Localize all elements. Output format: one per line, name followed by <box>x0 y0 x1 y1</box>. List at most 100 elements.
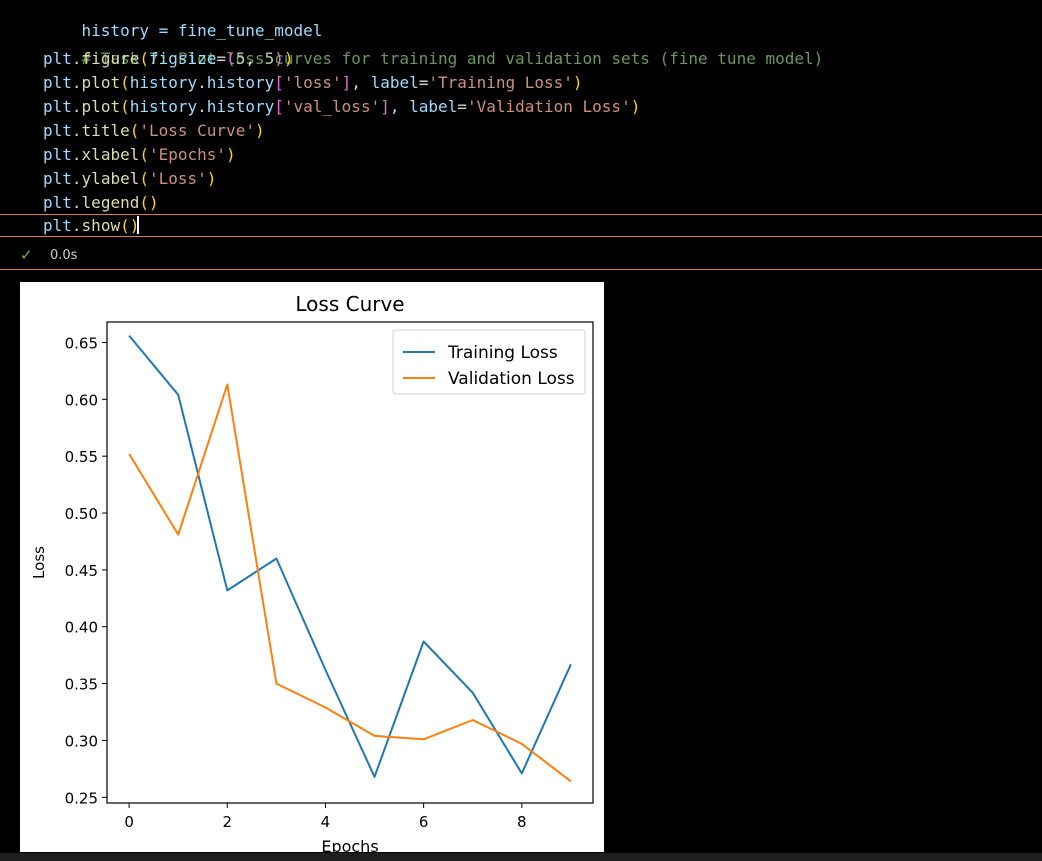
code-token <box>255 49 265 68</box>
code-line-9[interactable]: plt.legend() <box>43 191 159 215</box>
code-token: . <box>71 169 82 188</box>
text-cursor <box>137 216 139 234</box>
code-token: 'loss' <box>283 73 342 92</box>
x-tick-label: 0 <box>124 813 134 831</box>
output-figure: Loss Curve Epochs Loss 0.25 0.30 0.35 0.40 0.45… <box>20 282 604 852</box>
code-token: . <box>71 73 82 92</box>
code-token: ) <box>206 169 217 188</box>
code-token: = <box>216 49 227 68</box>
code-token: xlabel <box>81 145 140 164</box>
code-token: figure <box>81 49 140 68</box>
x-tick-label: 4 <box>321 813 331 831</box>
y-tick-label: 0.40 <box>65 619 98 637</box>
code-token: show <box>81 216 121 235</box>
code-token: = <box>418 73 429 92</box>
code-token: 'Training Loss' <box>428 73 573 92</box>
x-tick-label: 8 <box>517 813 527 831</box>
validation-loss-line <box>128 383 572 783</box>
code-token: ) <box>274 49 284 68</box>
y-tick-label: 0.60 <box>65 391 98 409</box>
code-token: . <box>71 97 82 116</box>
code-token: ( <box>120 97 130 116</box>
training-loss-line <box>128 334 572 778</box>
code-token: . <box>197 97 207 116</box>
code-token: label <box>409 97 458 116</box>
code-token: ] <box>341 73 352 92</box>
code-token: . <box>71 216 82 235</box>
code-token: ( <box>139 193 149 212</box>
y-tick-label: 0.30 <box>65 732 98 750</box>
code-line-10[interactable]: plt.show() <box>43 214 139 238</box>
elapsed-time: 0.0s <box>50 248 78 263</box>
code-token: ( <box>120 216 130 235</box>
code-text: history = fine_tune_model <box>81 21 323 40</box>
code-token: ( <box>226 49 236 68</box>
active-line-highlight <box>0 214 1042 237</box>
code-token: ( <box>139 49 149 68</box>
code-token: [ <box>274 97 284 116</box>
y-tick-label: 0.50 <box>65 505 98 523</box>
code-token: plt <box>43 97 72 116</box>
code-token: history <box>206 73 275 92</box>
code-token: title <box>81 121 130 140</box>
loss-chart: Loss Curve Epochs Loss 0.25 0.30 0.35 0.40 0.45… <box>30 292 594 852</box>
y-tick-label: 0.55 <box>65 448 98 466</box>
code-token: , <box>245 49 255 68</box>
code-token: 5 <box>264 49 275 68</box>
code-token: history <box>129 97 198 116</box>
code-token: , <box>351 73 361 92</box>
code-line-3[interactable]: plt.figure(figsize=(5, 5)) <box>43 47 294 71</box>
y-tick-label: 0.65 <box>65 334 98 352</box>
code-token <box>361 73 371 92</box>
code-token: 'Loss Curve' <box>139 121 255 140</box>
code-token: ylabel <box>81 169 140 188</box>
code-token: . <box>197 73 207 92</box>
code-line-7[interactable]: plt.xlabel('Epochs') <box>43 143 236 167</box>
code-token: plt <box>43 193 72 212</box>
y-tick-label: 0.25 <box>65 789 98 807</box>
legend-box <box>392 329 586 395</box>
code-token: plt <box>43 49 72 68</box>
cell-status: ✓ 0.0s <box>0 246 1042 268</box>
code-line-4[interactable]: plt.plot(history.history['loss'], label=… <box>43 71 583 95</box>
code-token: plot <box>81 73 121 92</box>
code-token: 'val_loss' <box>283 97 381 116</box>
code-cell[interactable]: history = fine_tune_model # Task 7: Plot… <box>0 0 1042 240</box>
code-token: ) <box>283 49 294 68</box>
y-tick-label: 0.45 <box>65 562 98 580</box>
code-token: 'Validation Loss' <box>466 97 631 116</box>
legend-label: Validation Loss <box>448 369 575 389</box>
code-token: plt <box>43 121 72 140</box>
cell-divider <box>0 269 1042 270</box>
code-token: 5 <box>235 49 246 68</box>
code-token <box>399 97 409 116</box>
code-token: [ <box>274 73 284 92</box>
code-line-1[interactable]: history = fine_tune_model <box>43 0 323 67</box>
code-token: ) <box>572 73 583 92</box>
code-line-2[interactable]: # Task 7: Plot loss curves for training … <box>43 23 824 95</box>
code-token: ( <box>129 121 140 140</box>
x-tick-label: 2 <box>222 813 232 831</box>
y-axis-label: Loss <box>30 546 48 579</box>
code-token: figsize <box>148 49 217 68</box>
code-line-6[interactable]: plt.title('Loss Curve') <box>43 119 265 143</box>
code-token: ( <box>120 73 130 92</box>
x-axis-label: Epochs <box>321 837 378 852</box>
x-tick-label: 6 <box>419 813 429 831</box>
code-token: plot <box>81 97 121 116</box>
code-token: legend <box>81 193 140 212</box>
code-line-5[interactable]: plt.plot(history.history['val_loss'], la… <box>43 95 640 119</box>
code-token: , <box>389 97 400 116</box>
code-token: . <box>71 145 82 164</box>
code-token: 'Epochs' <box>148 145 227 164</box>
code-token: ) <box>148 193 159 212</box>
legend-label: Training Loss <box>447 343 558 363</box>
code-line-8[interactable]: plt.ylabel('Loss') <box>43 167 216 191</box>
code-token: = <box>457 97 467 116</box>
code-token: ] <box>380 97 390 116</box>
checkmark-icon: ✓ <box>20 246 33 264</box>
code-token: plt <box>43 73 72 92</box>
code-comment: # Task 7: Plot loss curves for training … <box>81 49 824 68</box>
y-tick-label: 0.35 <box>65 676 98 694</box>
bottom-bar <box>0 853 1042 861</box>
